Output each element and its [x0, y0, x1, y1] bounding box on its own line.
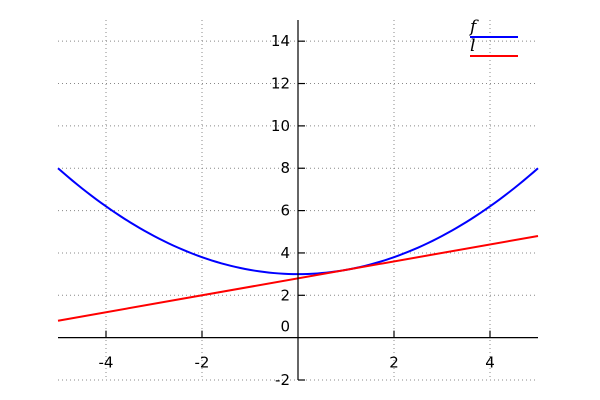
y-tick-label: 10 [271, 117, 290, 135]
y-tick-label: 6 [280, 202, 290, 220]
y-tick-label: 0 [280, 318, 290, 336]
y-tick-label: 12 [271, 75, 290, 93]
x-tick-label: -4 [99, 354, 114, 372]
x-tick-label: 2 [389, 354, 399, 372]
legend-label-f: f [468, 17, 479, 37]
legend: fl [468, 17, 518, 57]
x-tick-label: -2 [195, 354, 210, 372]
y-tick-label: 14 [271, 32, 290, 50]
x-tick-label: 4 [485, 354, 495, 372]
tick-labels: -2 0 2 4 6 8 10 12 14 -4 -2 2 4 [99, 32, 495, 389]
axes [58, 20, 538, 381]
y-tick-label: 2 [280, 286, 290, 304]
legend-label-l: l [470, 36, 475, 56]
y-tick-label: -2 [275, 371, 290, 389]
y-tick-label: 8 [280, 159, 290, 177]
y-tick-label: 4 [280, 244, 290, 262]
